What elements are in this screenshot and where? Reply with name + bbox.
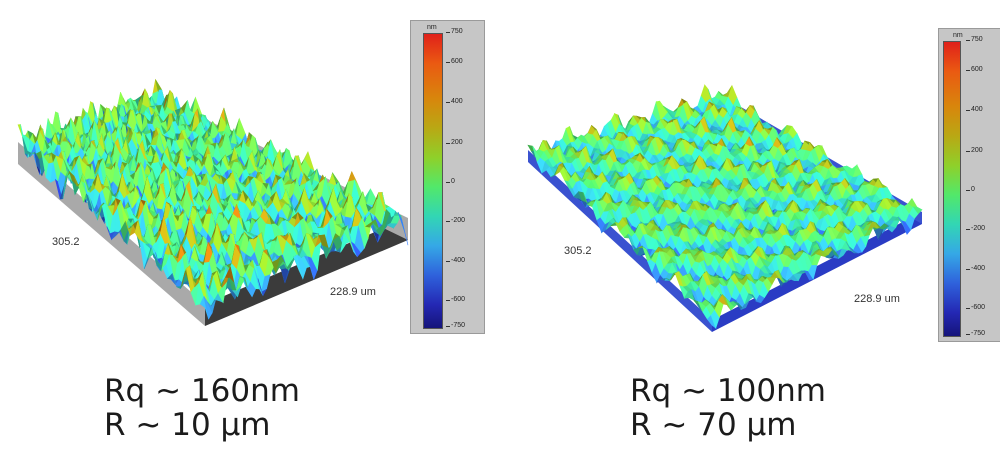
- roughness-caption-right: Rq ~ 100nm: [630, 373, 826, 409]
- colorbar-right: nm 750 600 400 200 0 -200 -400 -600 -750: [938, 28, 1000, 342]
- surface-plot-panel-left: 305.2 228.9 um nm 750 600 400 200 0 -200…: [17, 20, 485, 443]
- colorbar-tick: 400: [966, 106, 983, 113]
- colorbar-tick: 600: [966, 66, 983, 73]
- colorbar-tick: -200: [965, 225, 986, 232]
- colorbar-tick: -400: [965, 265, 986, 272]
- surface-3d-plot-right: [527, 83, 923, 332]
- colorbar-tick: -600: [445, 296, 466, 303]
- surface-mesh: [17, 78, 409, 320]
- colorbar-tick: 400: [446, 98, 463, 105]
- colorbar-tick: -400: [445, 257, 466, 264]
- colorbar-tick: -750: [965, 330, 986, 337]
- colorbar-tick: 0: [966, 186, 975, 193]
- colorbar-tick: 200: [446, 139, 463, 146]
- colorbar-tick: -200: [445, 217, 466, 224]
- roughness-caption-left: Rq ~ 160nm: [104, 373, 300, 409]
- colorbar-tick: 0: [446, 178, 455, 185]
- colorbar-tick: -750: [445, 322, 466, 329]
- y-dimension-label-left: 228.9 um: [330, 286, 376, 298]
- x-dimension-label-left: 305.2: [52, 236, 80, 248]
- radius-caption-left: R ~ 10 µm: [104, 407, 271, 443]
- surface-mesh: [527, 83, 923, 330]
- colorbar-tick: -600: [965, 304, 986, 311]
- colorbar-gradient-left: [423, 33, 443, 329]
- colorbar-gradient-right: [943, 41, 961, 337]
- colorbar-tick: 750: [446, 28, 463, 35]
- colorbar-unit-left: nm: [427, 24, 437, 31]
- surface-3d-plot-left: [17, 78, 409, 326]
- y-dimension-label-right: 228.9 um: [854, 293, 900, 305]
- colorbar-left: nm 750 600 400 200 0 -200 -400 -600 -750: [410, 20, 485, 334]
- colorbar-tick: 750: [966, 36, 983, 43]
- radius-caption-right: R ~ 70 µm: [630, 407, 797, 443]
- colorbar-tick: 200: [966, 147, 983, 154]
- surface-plot-panel-right: 305.2 228.9 um nm 750 600 400 200 0 -200…: [500, 0, 1000, 470]
- colorbar-tick: 600: [446, 58, 463, 65]
- x-dimension-label-right: 305.2: [564, 245, 592, 257]
- colorbar-unit-right: nm: [953, 32, 963, 39]
